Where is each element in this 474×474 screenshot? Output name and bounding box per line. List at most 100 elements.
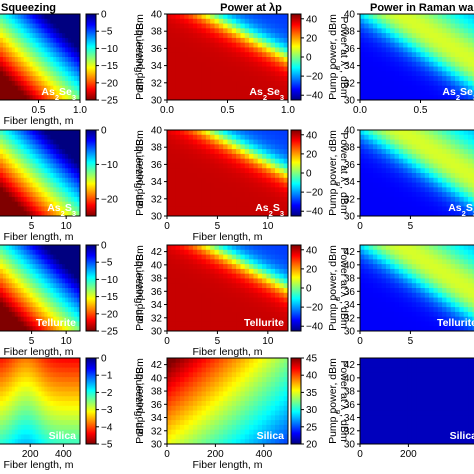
heatmap-cell [360,85,365,92]
heatmap-cell [8,85,13,92]
heatmap-cell [398,163,404,169]
heatmap-cell [377,52,383,58]
heatmap-cell [244,158,250,165]
heatmap-cell [424,149,430,155]
heatmap-cell [433,28,439,34]
heatmap-cell [403,37,409,44]
heatmap-cell [32,47,37,53]
heatmap-cell [11,66,16,72]
heatmap-cell [47,158,51,165]
heatmap-cell [223,311,229,318]
heatmap-cell [44,80,48,87]
heatmap-cell [65,80,69,87]
heatmap-cell [167,61,172,68]
heatmap-cell [364,302,370,308]
heatmap-cell [257,192,263,198]
heatmap-cell [11,177,16,184]
heatmap-cell [390,139,396,145]
heatmap-cell [205,37,211,44]
heatmap-cell [416,95,422,100]
heatmap-cell [218,23,224,29]
heatmap-cell [197,268,203,275]
heatmap-cell [236,14,242,20]
heatmap-cell [455,192,460,198]
y-tick-label: 38 [344,143,356,154]
heatmap-cell [35,177,40,184]
heatmap-cell [279,182,285,188]
heatmap-cell [433,245,439,251]
heatmap-cell [210,297,216,303]
heatmap-cell [429,66,435,72]
heatmap-cell [240,278,246,284]
heatmap-cell [279,268,285,275]
heatmap-cell [403,134,409,141]
heatmap-cell [29,33,34,39]
heatmap-cell [11,292,16,299]
heatmap-cell [41,292,46,299]
heatmap-cell [17,18,22,25]
heatmap-cell [56,259,60,265]
heatmap-cell [20,47,25,53]
heatmap-cell [192,57,198,63]
heatmap-cell [360,283,365,289]
y-tick-label: 40 [151,10,163,21]
heatmap-cell [270,153,276,160]
heatmap-cell [279,307,285,313]
heatmap-cell [5,182,10,188]
heatmap-cell [14,37,19,44]
heatmap-cell [8,173,13,179]
heatmap-cell [407,95,413,100]
heatmap-cell [223,134,229,141]
heatmap-cell [398,28,404,34]
y-tick-label: 30 [151,327,163,338]
heatmap-cell [433,14,439,20]
heatmap-cell [56,95,60,100]
heatmap-cell [364,245,370,251]
heatmap-cell [179,149,185,155]
heatmap-cell [188,292,194,299]
heatmap-cell [381,28,387,34]
heatmap-cell [429,71,435,77]
heatmap-cell [26,377,31,383]
heatmap-cell [223,85,229,92]
heatmap-cell [0,211,4,216]
heatmap-cell [59,66,63,72]
heatmap-cell [407,273,413,280]
heatmap-cell [257,201,263,208]
heatmap-cell [17,134,22,141]
heatmap-cell [210,95,216,100]
heatmap-cell [398,302,404,308]
heatmap-cell [175,168,181,174]
heatmap-cell [41,254,46,260]
heatmap-cell [50,297,54,303]
heatmap-cell [227,259,233,265]
heatmap-cell [442,33,448,39]
heatmap-cell [240,177,246,184]
heatmap-cell [59,302,63,308]
heatmap-cell [249,153,255,160]
heatmap-cell [385,254,391,260]
heatmap-cell [171,18,177,25]
heatmap-cell [74,163,78,169]
heatmap-cell [368,259,374,265]
heatmap-cell [275,206,280,212]
heatmap-cell [227,192,233,198]
heatmap-cell [231,245,237,251]
heatmap-cell [364,288,370,294]
heatmap-cell [416,168,422,174]
heatmap-cell [38,163,43,169]
heatmap-cell [171,177,177,184]
heatmap-cell [368,326,374,331]
heatmap-cell [14,130,19,136]
heatmap-cell [394,168,400,174]
heatmap-cell [377,302,383,308]
heatmap-cell [364,278,370,284]
heatmap-cell [53,302,57,308]
heatmap-cell [368,206,374,212]
heatmap-cell [394,90,400,96]
heatmap-cell [8,391,13,397]
heatmap-cell [244,37,250,44]
heatmap-cell [14,401,19,407]
heatmap-cell [262,297,267,303]
heatmap-cell [424,33,430,39]
